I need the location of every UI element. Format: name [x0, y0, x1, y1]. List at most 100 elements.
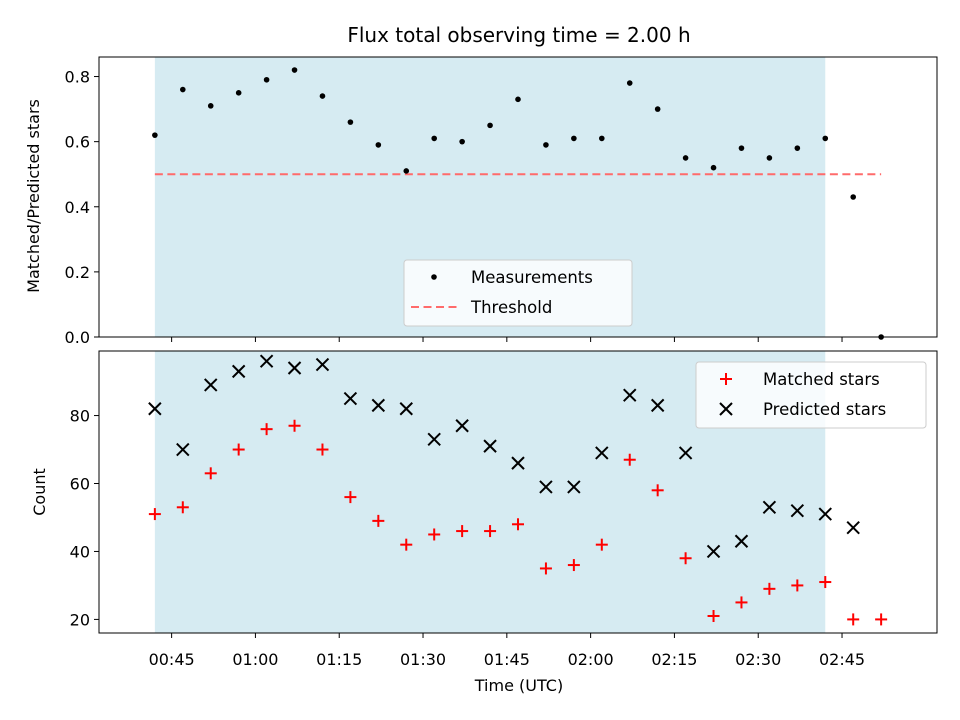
bottom-panel: 20 40 60 80 00:45 01:00 01:15 01:30 01:45 02:00 0… — [30, 350, 938, 695]
matched-star-point — [484, 525, 497, 538]
legend-marker-measurements — [431, 274, 437, 280]
matched-star-point — [847, 613, 860, 626]
matched-star-point — [428, 528, 441, 541]
matched-star-point — [679, 552, 692, 565]
legend-label-matched: Matched stars — [763, 370, 880, 389]
matched-star-point — [791, 579, 804, 592]
predicted-star-point — [762, 500, 777, 514]
measurement-point — [291, 67, 298, 73]
matched-star-point — [875, 613, 888, 626]
predicted-star-point — [315, 357, 330, 372]
x-tick-label: 00:45 — [149, 650, 195, 669]
x-tick-label: 02:45 — [819, 650, 865, 669]
matched-star-point — [344, 491, 357, 504]
predicted-star-point — [427, 432, 441, 447]
x-tick-label: 01:30 — [400, 650, 446, 669]
matched-star-point — [400, 538, 413, 551]
bottom-axes-frame — [98, 350, 938, 634]
bottom-legend: Matched stars Predicted stars — [695, 361, 927, 429]
measurement-point — [235, 90, 242, 96]
y-tick-label: 0.8 — [65, 68, 90, 87]
predicted-stars-points — [148, 354, 860, 559]
measurement-point — [738, 145, 745, 151]
measurement-point — [319, 93, 326, 99]
predicted-star-point — [399, 402, 413, 416]
predicted-star-point — [483, 439, 497, 453]
measurement-point — [180, 86, 186, 93]
measurement-point — [487, 122, 493, 129]
predicted-star-point — [734, 534, 749, 548]
measurement-point — [263, 76, 270, 83]
predicted-star-point — [539, 480, 553, 494]
measurement-point — [710, 164, 717, 171]
matched-star-point — [204, 467, 217, 480]
matched-star-point — [539, 562, 552, 575]
measurement-point — [375, 142, 382, 148]
x-tick-label: 01:15 — [316, 650, 362, 669]
predicted-star-point — [259, 354, 274, 368]
predicted-star-point — [567, 480, 581, 494]
y-tick-label: 60 — [70, 475, 90, 494]
y-tick-label: 0.4 — [65, 198, 90, 217]
predicted-star-point — [455, 419, 469, 433]
chart-title: Flux total observing time = 2.00 h — [347, 23, 690, 47]
y-tick-label: 0.0 — [65, 328, 90, 347]
matched-star-point — [456, 525, 469, 538]
x-tick-label: 01:45 — [484, 650, 530, 669]
matched-star-point — [232, 443, 245, 456]
legend-marker-matched — [720, 373, 732, 385]
y-tick-label: 80 — [70, 407, 90, 426]
matched-star-point — [148, 508, 161, 521]
predicted-star-point — [343, 391, 358, 406]
top-legend: Measurements Threshold — [403, 259, 633, 327]
y-tick-label: 40 — [70, 542, 90, 561]
predicted-star-point — [623, 388, 637, 402]
predicted-star-point — [231, 364, 246, 379]
top-panel: 0.00.20.40.60.8 Matched/Predicted stars … — [24, 56, 938, 347]
top-y-axis: 0.0 0.2 0.4 0.6 0.8 — [65, 68, 99, 347]
x-tick-label: 02:00 — [568, 650, 614, 669]
top-y-axis-label: Matched/Predicted stars — [24, 99, 43, 293]
matched-star-point — [651, 484, 664, 497]
bottom-x-axis: 00:45 01:00 01:15 01:30 01:45 02:00 02:15 02:30… — [149, 633, 865, 669]
predicted-star-point — [148, 402, 162, 416]
x-tick-label: 01:00 — [232, 650, 278, 669]
y-tick-label: 0.6 — [65, 133, 90, 152]
y-tick-label: 0.2 — [65, 263, 90, 282]
predicted-star-point — [650, 398, 665, 413]
legend-label-threshold: Threshold — [470, 298, 552, 317]
bottom-y-axis-label: Count — [30, 468, 49, 516]
legend-label-predicted: Predicted stars — [763, 400, 886, 419]
matched-star-point — [623, 453, 636, 466]
measurement-points — [152, 67, 884, 340]
matched-star-point — [735, 596, 748, 609]
matched-star-point — [512, 518, 524, 531]
matched-star-point — [763, 582, 776, 595]
measurement-point — [431, 135, 438, 142]
top-x-axis — [171, 337, 843, 342]
matched-star-point — [567, 559, 580, 572]
measurement-point — [571, 135, 577, 142]
legend-marker-predicted — [719, 402, 733, 416]
measurement-point — [515, 96, 521, 103]
measurement-point — [654, 106, 661, 112]
predicted-star-point — [846, 520, 860, 535]
measurement-point — [626, 80, 633, 86]
measurement-point — [459, 138, 465, 145]
y-tick-label: 20 — [70, 610, 90, 629]
matched-star-point — [316, 443, 329, 456]
bottom-y-axis: 20 40 60 80 — [70, 407, 99, 629]
measurement-point — [794, 145, 801, 151]
predicted-star-point — [790, 503, 805, 518]
x-tick-label: 02:30 — [735, 650, 781, 669]
matched-star-point — [288, 419, 301, 432]
measurement-point — [822, 135, 829, 142]
predicted-star-point — [595, 446, 609, 460]
measurement-point — [766, 155, 773, 161]
measurement-point — [599, 135, 605, 142]
matched-stars-points — [148, 419, 888, 626]
predicted-star-point — [706, 544, 721, 559]
top-legend-box — [403, 259, 633, 327]
measurement-point — [682, 155, 689, 161]
